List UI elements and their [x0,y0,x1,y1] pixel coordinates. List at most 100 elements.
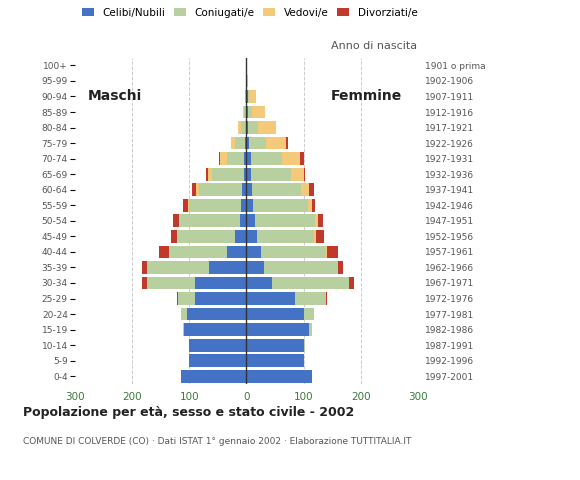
Bar [300,183,309,196]
Bar [266,137,287,149]
Bar [159,245,169,258]
Bar [240,215,246,227]
Bar [338,261,343,274]
Bar [318,215,324,227]
Bar [246,339,303,351]
Bar [196,183,199,196]
Legend: Celibi/Nubili, Coniugati/e, Vedovi/e, Divorziati/e: Celibi/Nubili, Coniugati/e, Vedovi/e, Di… [82,8,417,18]
Bar [238,121,241,134]
Bar [187,308,246,321]
Bar [220,152,227,165]
Bar [246,168,251,180]
Bar [295,292,327,305]
Bar [241,121,246,134]
Bar [227,245,246,258]
Bar [195,292,246,305]
Bar [142,276,147,289]
Bar [190,339,246,351]
Bar [190,354,246,367]
Bar [309,323,312,336]
Text: Anno di nascita: Anno di nascita [332,41,418,51]
Bar [171,230,177,243]
Bar [244,152,246,165]
Bar [180,215,240,227]
Bar [253,199,307,212]
Bar [246,106,248,119]
Bar [169,245,227,258]
Bar [246,152,251,165]
Bar [177,292,178,305]
Bar [245,90,246,103]
Bar [246,245,261,258]
Bar [246,230,257,243]
Bar [246,292,295,305]
Bar [246,90,248,103]
Bar [192,183,196,196]
Bar [272,276,349,289]
Bar [249,90,256,103]
Bar [303,339,305,351]
Bar [183,199,188,212]
Bar [248,90,249,103]
Bar [303,168,305,180]
Bar [252,183,300,196]
Bar [314,230,316,243]
Bar [195,276,246,289]
Bar [183,323,184,336]
Bar [246,370,312,383]
Bar [309,183,314,196]
Bar [349,276,354,289]
Bar [246,215,255,227]
Bar [248,106,252,119]
Bar [246,74,248,87]
Text: Femmine: Femmine [331,89,402,104]
Bar [209,261,246,274]
Bar [303,308,314,321]
Bar [327,245,328,258]
Bar [246,323,309,336]
Bar [287,137,288,149]
Bar [235,230,246,243]
Bar [255,215,315,227]
Bar [307,199,312,212]
Bar [257,230,314,243]
Text: COMUNE DI COLVERDE (CO) · Dati ISTAT 1° gennaio 2002 · Elaborazione TUTTITALIA.I: COMUNE DI COLVERDE (CO) · Dati ISTAT 1° … [23,437,412,446]
Bar [246,199,253,212]
Bar [312,199,315,212]
Bar [248,121,259,134]
Bar [252,106,264,119]
Bar [178,292,195,305]
Bar [227,152,244,165]
Bar [184,323,246,336]
Bar [242,183,246,196]
Bar [142,261,147,274]
Bar [241,199,246,212]
Bar [246,183,252,196]
Bar [230,137,235,149]
Bar [190,199,241,212]
Bar [282,152,299,165]
Bar [208,168,212,180]
Bar [246,121,248,134]
Bar [315,215,318,227]
Bar [179,215,180,227]
Bar [235,137,245,149]
Bar [246,354,303,367]
Bar [246,276,272,289]
Bar [246,308,303,321]
Bar [147,276,195,289]
Text: Maschi: Maschi [88,89,143,104]
Bar [206,168,208,180]
Bar [244,168,246,180]
Bar [199,183,242,196]
Bar [299,152,304,165]
Bar [219,152,220,165]
Bar [328,245,338,258]
Bar [147,261,209,274]
Bar [263,261,338,274]
Text: Popolazione per età, sesso e stato civile - 2002: Popolazione per età, sesso e stato civil… [23,406,354,419]
Bar [242,106,244,119]
Bar [173,215,179,227]
Bar [246,261,263,274]
Bar [291,168,303,180]
